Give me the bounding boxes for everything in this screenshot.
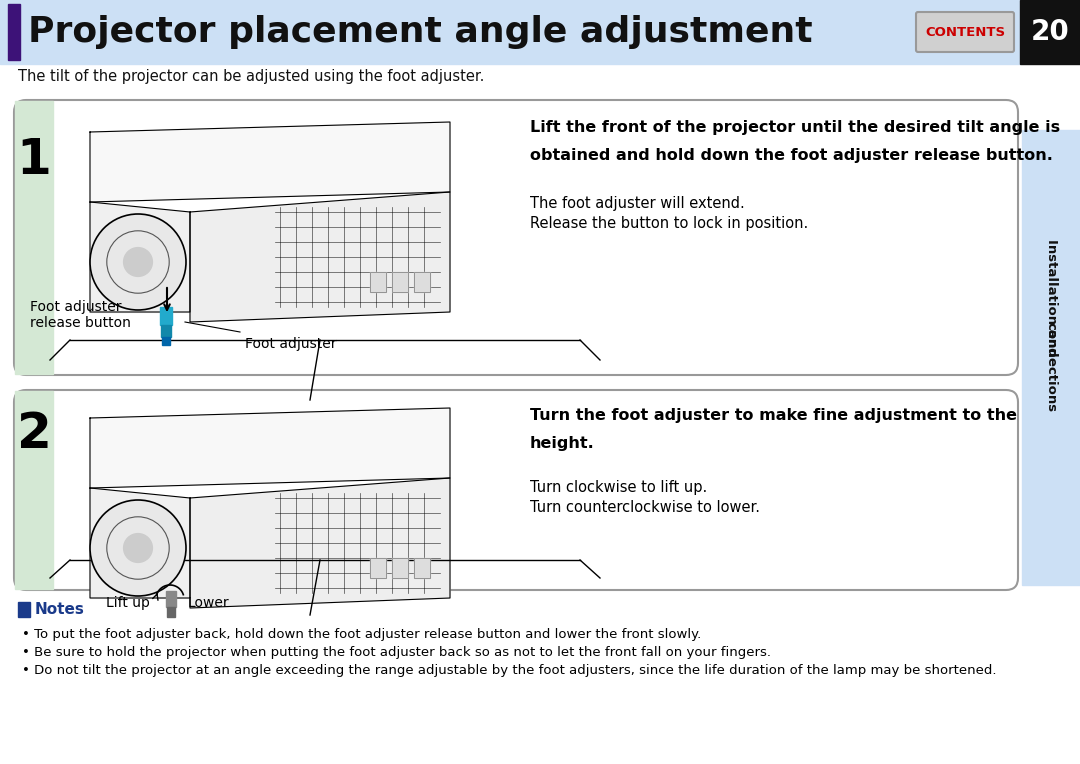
Text: obtained and hold down the foot adjuster release button.: obtained and hold down the foot adjuster…: [530, 148, 1053, 163]
Bar: [392, 272, 408, 292]
Bar: [15, 101, 53, 374]
Bar: [414, 272, 430, 292]
Text: • Be sure to hold the projector when putting the foot adjuster back so as not to: • Be sure to hold the projector when put…: [22, 646, 771, 659]
Text: Lift the front of the projector until the desired tilt angle is: Lift the front of the projector until th…: [530, 120, 1061, 135]
Bar: [162, 337, 170, 345]
Text: Foot adjuster: Foot adjuster: [30, 300, 121, 314]
Polygon shape: [90, 488, 190, 598]
Bar: [414, 272, 430, 292]
Text: Release the button to lock in position.: Release the button to lock in position.: [530, 216, 808, 231]
Text: 1: 1: [16, 137, 52, 184]
Bar: [161, 325, 171, 337]
Text: The foot adjuster will extend.: The foot adjuster will extend.: [530, 196, 745, 211]
Circle shape: [123, 533, 152, 562]
Text: Lift up: Lift up: [106, 596, 150, 610]
Bar: [370, 558, 386, 578]
Text: Installation and: Installation and: [1044, 238, 1057, 356]
Text: CONTENTS: CONTENTS: [924, 25, 1005, 38]
Text: • Do not tilt the projector at an angle exceeding the range adjustable by the fo: • Do not tilt the projector at an angle …: [22, 664, 997, 677]
FancyBboxPatch shape: [916, 12, 1014, 52]
Bar: [392, 272, 408, 292]
Bar: [15, 391, 53, 589]
FancyBboxPatch shape: [14, 390, 1018, 590]
Bar: [370, 272, 386, 292]
Polygon shape: [190, 192, 450, 322]
Text: Turn the foot adjuster to make fine adjustment to the: Turn the foot adjuster to make fine adju…: [530, 408, 1017, 423]
Text: Turn clockwise to lift up.: Turn clockwise to lift up.: [530, 480, 707, 495]
Circle shape: [123, 248, 152, 277]
Bar: [166, 591, 176, 607]
Bar: [414, 558, 430, 578]
Bar: [0, 0, 1020, 64]
Bar: [18, 602, 30, 617]
Bar: [392, 558, 408, 578]
Bar: [414, 558, 430, 578]
Polygon shape: [90, 202, 190, 312]
Text: 2: 2: [16, 410, 52, 458]
Text: height.: height.: [530, 436, 595, 451]
Text: Projector placement angle adjustment: Projector placement angle adjustment: [28, 15, 812, 49]
Text: release button: release button: [30, 316, 131, 330]
Text: Lower: Lower: [188, 596, 230, 610]
Text: The tilt of the projector can be adjusted using the foot adjuster.: The tilt of the projector can be adjuste…: [18, 70, 484, 85]
Circle shape: [90, 214, 186, 310]
Bar: [1022, 130, 1080, 585]
FancyBboxPatch shape: [14, 100, 1018, 375]
Bar: [392, 558, 408, 578]
Bar: [160, 307, 172, 325]
Bar: [370, 272, 386, 292]
Text: connections: connections: [1044, 322, 1057, 413]
Bar: [167, 607, 175, 617]
Text: 20: 20: [1030, 18, 1069, 46]
Polygon shape: [90, 408, 450, 488]
Polygon shape: [90, 122, 450, 202]
Polygon shape: [190, 478, 450, 608]
Bar: [1020, 0, 1080, 64]
Bar: [370, 558, 386, 578]
Text: Notes: Notes: [35, 601, 85, 617]
Bar: [8, 4, 21, 60]
Circle shape: [90, 500, 186, 596]
Text: Turn counterclockwise to lower.: Turn counterclockwise to lower.: [530, 500, 760, 515]
Text: Foot adjuster: Foot adjuster: [245, 337, 337, 351]
Text: • To put the foot adjuster back, hold down the foot adjuster release button and : • To put the foot adjuster back, hold do…: [22, 628, 701, 641]
